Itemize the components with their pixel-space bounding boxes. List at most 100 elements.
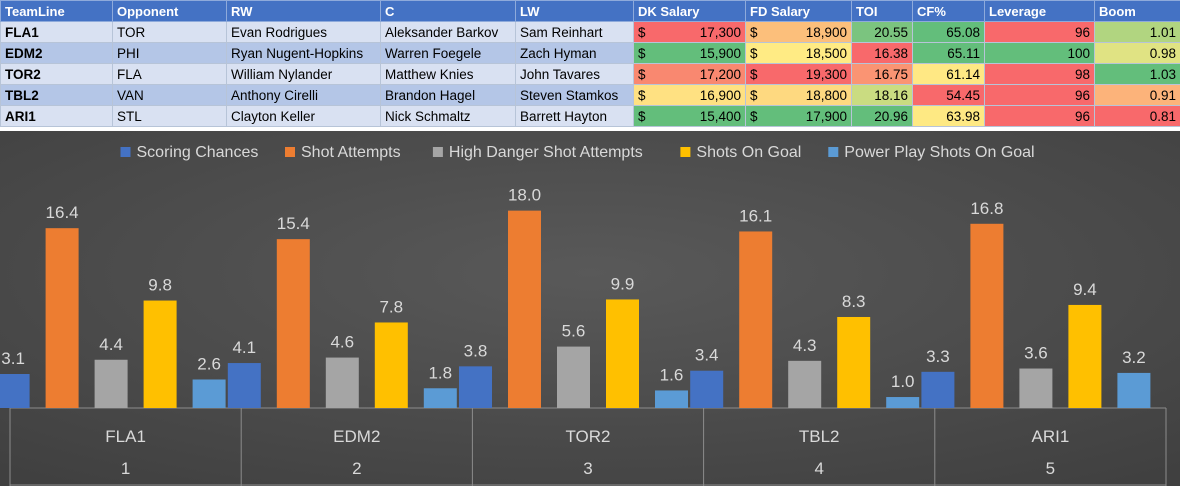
- cell-teamline[interactable]: TBL2: [1, 85, 113, 106]
- cell-fd-salary[interactable]: $18,800: [746, 85, 852, 106]
- cell-dk-salary[interactable]: $15,400: [634, 106, 746, 127]
- bar[interactable]: [228, 363, 261, 408]
- bar[interactable]: [95, 360, 128, 408]
- cell-dk-salary[interactable]: $17,200: [634, 64, 746, 85]
- bar[interactable]: [424, 388, 457, 408]
- bar[interactable]: [739, 231, 772, 408]
- bar[interactable]: [375, 322, 408, 408]
- cell-toi[interactable]: 16.38: [852, 43, 913, 64]
- bar[interactable]: [690, 371, 723, 408]
- cell-boom[interactable]: 0.81: [1095, 106, 1180, 127]
- bar[interactable]: [46, 228, 79, 408]
- bar[interactable]: [1117, 373, 1150, 408]
- cell-toi[interactable]: 16.75: [852, 64, 913, 85]
- bar[interactable]: [837, 317, 870, 408]
- cell-fd-salary[interactable]: $18,500: [746, 43, 852, 64]
- col-header-lw[interactable]: LW: [516, 1, 634, 22]
- cell-lw[interactable]: John Tavares: [516, 64, 634, 85]
- cell-rw[interactable]: Clayton Keller: [227, 106, 381, 127]
- cell-lw[interactable]: Sam Reinhart: [516, 22, 634, 43]
- cell-c[interactable]: Brandon Hagel: [381, 85, 516, 106]
- col-header-c[interactable]: C: [381, 1, 516, 22]
- cell-cf[interactable]: 63.98: [913, 106, 985, 127]
- bar[interactable]: [0, 374, 30, 408]
- cell-leverage[interactable]: 98: [985, 64, 1095, 85]
- cell-boom[interactable]: 1.03: [1095, 64, 1180, 85]
- legend-item[interactable]: Scoring Chances: [121, 144, 259, 161]
- cell-rw[interactable]: Ryan Nugent-Hopkins: [227, 43, 381, 64]
- cell-rw[interactable]: Anthony Cirelli: [227, 85, 381, 106]
- cell-teamline[interactable]: TOR2: [1, 64, 113, 85]
- bar[interactable]: [1019, 369, 1052, 408]
- cell-fd-salary[interactable]: $19,300: [746, 64, 852, 85]
- bar[interactable]: [1068, 305, 1101, 408]
- cell-toi[interactable]: 18.16: [852, 85, 913, 106]
- bar[interactable]: [277, 239, 310, 408]
- cell-dk-salary[interactable]: $16,900: [634, 85, 746, 106]
- cell-c[interactable]: Aleksander Barkov: [381, 22, 516, 43]
- bar[interactable]: [606, 299, 639, 408]
- cell-leverage[interactable]: 96: [985, 85, 1095, 106]
- cell-lw[interactable]: Barrett Hayton: [516, 106, 634, 127]
- cell-leverage[interactable]: 100: [985, 43, 1095, 64]
- cell-opponent[interactable]: TOR: [113, 22, 227, 43]
- cell-boom[interactable]: 0.98: [1095, 43, 1180, 64]
- cell-cf[interactable]: 65.08: [913, 22, 985, 43]
- cell-fd-salary[interactable]: $18,900: [746, 22, 852, 43]
- cell-teamline[interactable]: ARI1: [1, 106, 113, 127]
- col-header-opponent[interactable]: Opponent: [113, 1, 227, 22]
- col-header-leverage[interactable]: Leverage: [985, 1, 1095, 22]
- col-header-boom[interactable]: Boom: [1095, 1, 1180, 22]
- cell-teamline[interactable]: FLA1: [1, 22, 113, 43]
- cell-opponent[interactable]: VAN: [113, 85, 227, 106]
- cell-c[interactable]: Matthew Knies: [381, 64, 516, 85]
- cell-rw[interactable]: William Nylander: [227, 64, 381, 85]
- cell-cf[interactable]: 65.11: [913, 43, 985, 64]
- cell-rw[interactable]: Evan Rodrigues: [227, 22, 381, 43]
- cell-fd-salary[interactable]: $17,900: [746, 106, 852, 127]
- cell-teamline[interactable]: EDM2: [1, 43, 113, 64]
- legend-item[interactable]: Power Play Shots On Goal: [828, 144, 1034, 161]
- bar[interactable]: [326, 358, 359, 408]
- cell-opponent[interactable]: FLA: [113, 64, 227, 85]
- bar[interactable]: [970, 224, 1003, 408]
- bar[interactable]: [557, 347, 590, 408]
- col-header-rw[interactable]: RW: [227, 1, 381, 22]
- cell-cf[interactable]: 54.45: [913, 85, 985, 106]
- cell-dk-salary[interactable]: $17,300: [634, 22, 746, 43]
- cell-leverage[interactable]: 96: [985, 22, 1095, 43]
- bar[interactable]: [788, 361, 821, 408]
- col-header-teamline[interactable]: TeamLine: [1, 1, 113, 22]
- bar[interactable]: [921, 372, 954, 408]
- cell-opponent[interactable]: STL: [113, 106, 227, 127]
- legend-item[interactable]: Shot Attempts: [285, 144, 401, 161]
- bar[interactable]: [144, 301, 177, 408]
- cell-lw[interactable]: Steven Stamkos: [516, 85, 634, 106]
- cell-lw[interactable]: Zach Hyman: [516, 43, 634, 64]
- bar[interactable]: [508, 211, 541, 408]
- bar[interactable]: [886, 397, 919, 408]
- cell-boom[interactable]: 1.01: [1095, 22, 1180, 43]
- col-header-fd-salary[interactable]: FD Salary: [746, 1, 852, 22]
- cell-dk-salary[interactable]: $15,900: [634, 43, 746, 64]
- bar[interactable]: [193, 379, 226, 408]
- cell-boom[interactable]: 0.91: [1095, 85, 1180, 106]
- col-header-cf[interactable]: CF%: [913, 1, 985, 22]
- cell-opponent[interactable]: PHI: [113, 43, 227, 64]
- cell-cf[interactable]: 61.14: [913, 64, 985, 85]
- bar[interactable]: [655, 390, 688, 408]
- cell-c[interactable]: Warren Foegele: [381, 43, 516, 64]
- bar[interactable]: [459, 366, 492, 408]
- cell-toi[interactable]: 20.96: [852, 106, 913, 127]
- cell-leverage[interactable]: 96: [985, 106, 1095, 127]
- col-header-toi[interactable]: TOI: [852, 1, 913, 22]
- col-header-dk-salary[interactable]: DK Salary: [634, 1, 746, 22]
- cell-toi[interactable]: 20.55: [852, 22, 913, 43]
- cell-c[interactable]: Nick Schmaltz: [381, 106, 516, 127]
- legend-item[interactable]: High Danger Shot Attempts: [433, 144, 643, 161]
